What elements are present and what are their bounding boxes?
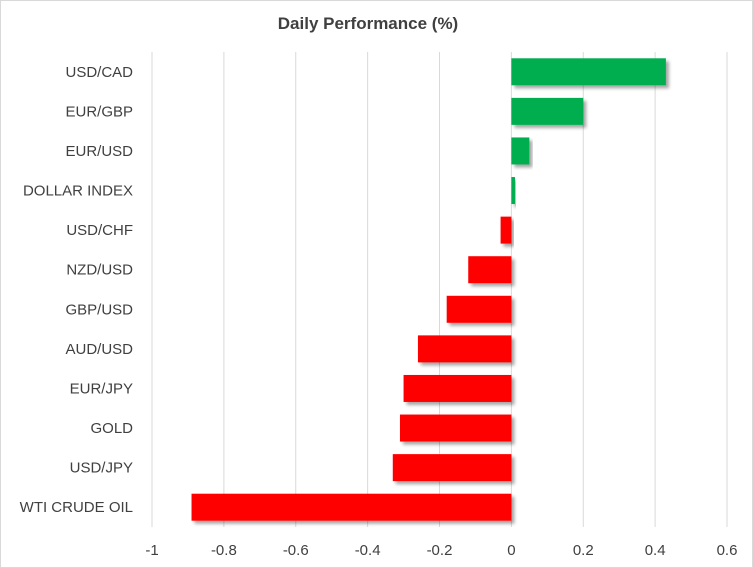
x-tick-label: -1 (145, 542, 158, 559)
bar-gold (399, 414, 512, 442)
bar-usd-cad (511, 58, 666, 86)
bar-aud-usd (417, 335, 512, 363)
y-category-label: USD/CAD (65, 64, 133, 81)
x-tick-label: -0.4 (355, 542, 381, 559)
y-category-label: USD/CHF (66, 222, 133, 239)
x-tick-label: -0.2 (427, 542, 453, 559)
y-category-label: EUR/GBP (65, 103, 133, 120)
bar-dollar-index (511, 177, 515, 205)
x-tick-label: 0 (507, 542, 515, 559)
x-tick-label: -0.8 (211, 542, 237, 559)
x-tick-label: 0.6 (717, 542, 738, 559)
x-tick-label: 0.2 (573, 542, 594, 559)
chart-title: Daily Performance (%) (278, 14, 458, 33)
bar-wti-crude-oil (191, 493, 512, 521)
bar-eur-usd (511, 137, 530, 165)
y-category-label: AUD/USD (65, 341, 133, 358)
bar-eur-jpy (403, 374, 512, 402)
y-category-label: USD/JPY (70, 460, 133, 477)
bar-usd-chf (500, 216, 512, 244)
y-category-label: DOLLAR INDEX (23, 183, 133, 200)
x-tick-label: 0.4 (645, 542, 666, 559)
bar-eur-gbp (511, 97, 584, 125)
bar-usd-jpy (392, 454, 512, 482)
bar-gbp-usd (446, 295, 512, 323)
y-category-label: GBP/USD (65, 301, 133, 318)
y-category-label: NZD/USD (66, 262, 133, 279)
y-category-label: EUR/JPY (70, 380, 133, 397)
y-category-label: EUR/USD (65, 143, 133, 160)
bar-nzd-usd (468, 256, 512, 284)
x-tick-label: -0.6 (283, 542, 309, 559)
y-category-label: GOLD (90, 420, 133, 437)
y-category-label: WTI CRUDE OIL (20, 499, 133, 516)
